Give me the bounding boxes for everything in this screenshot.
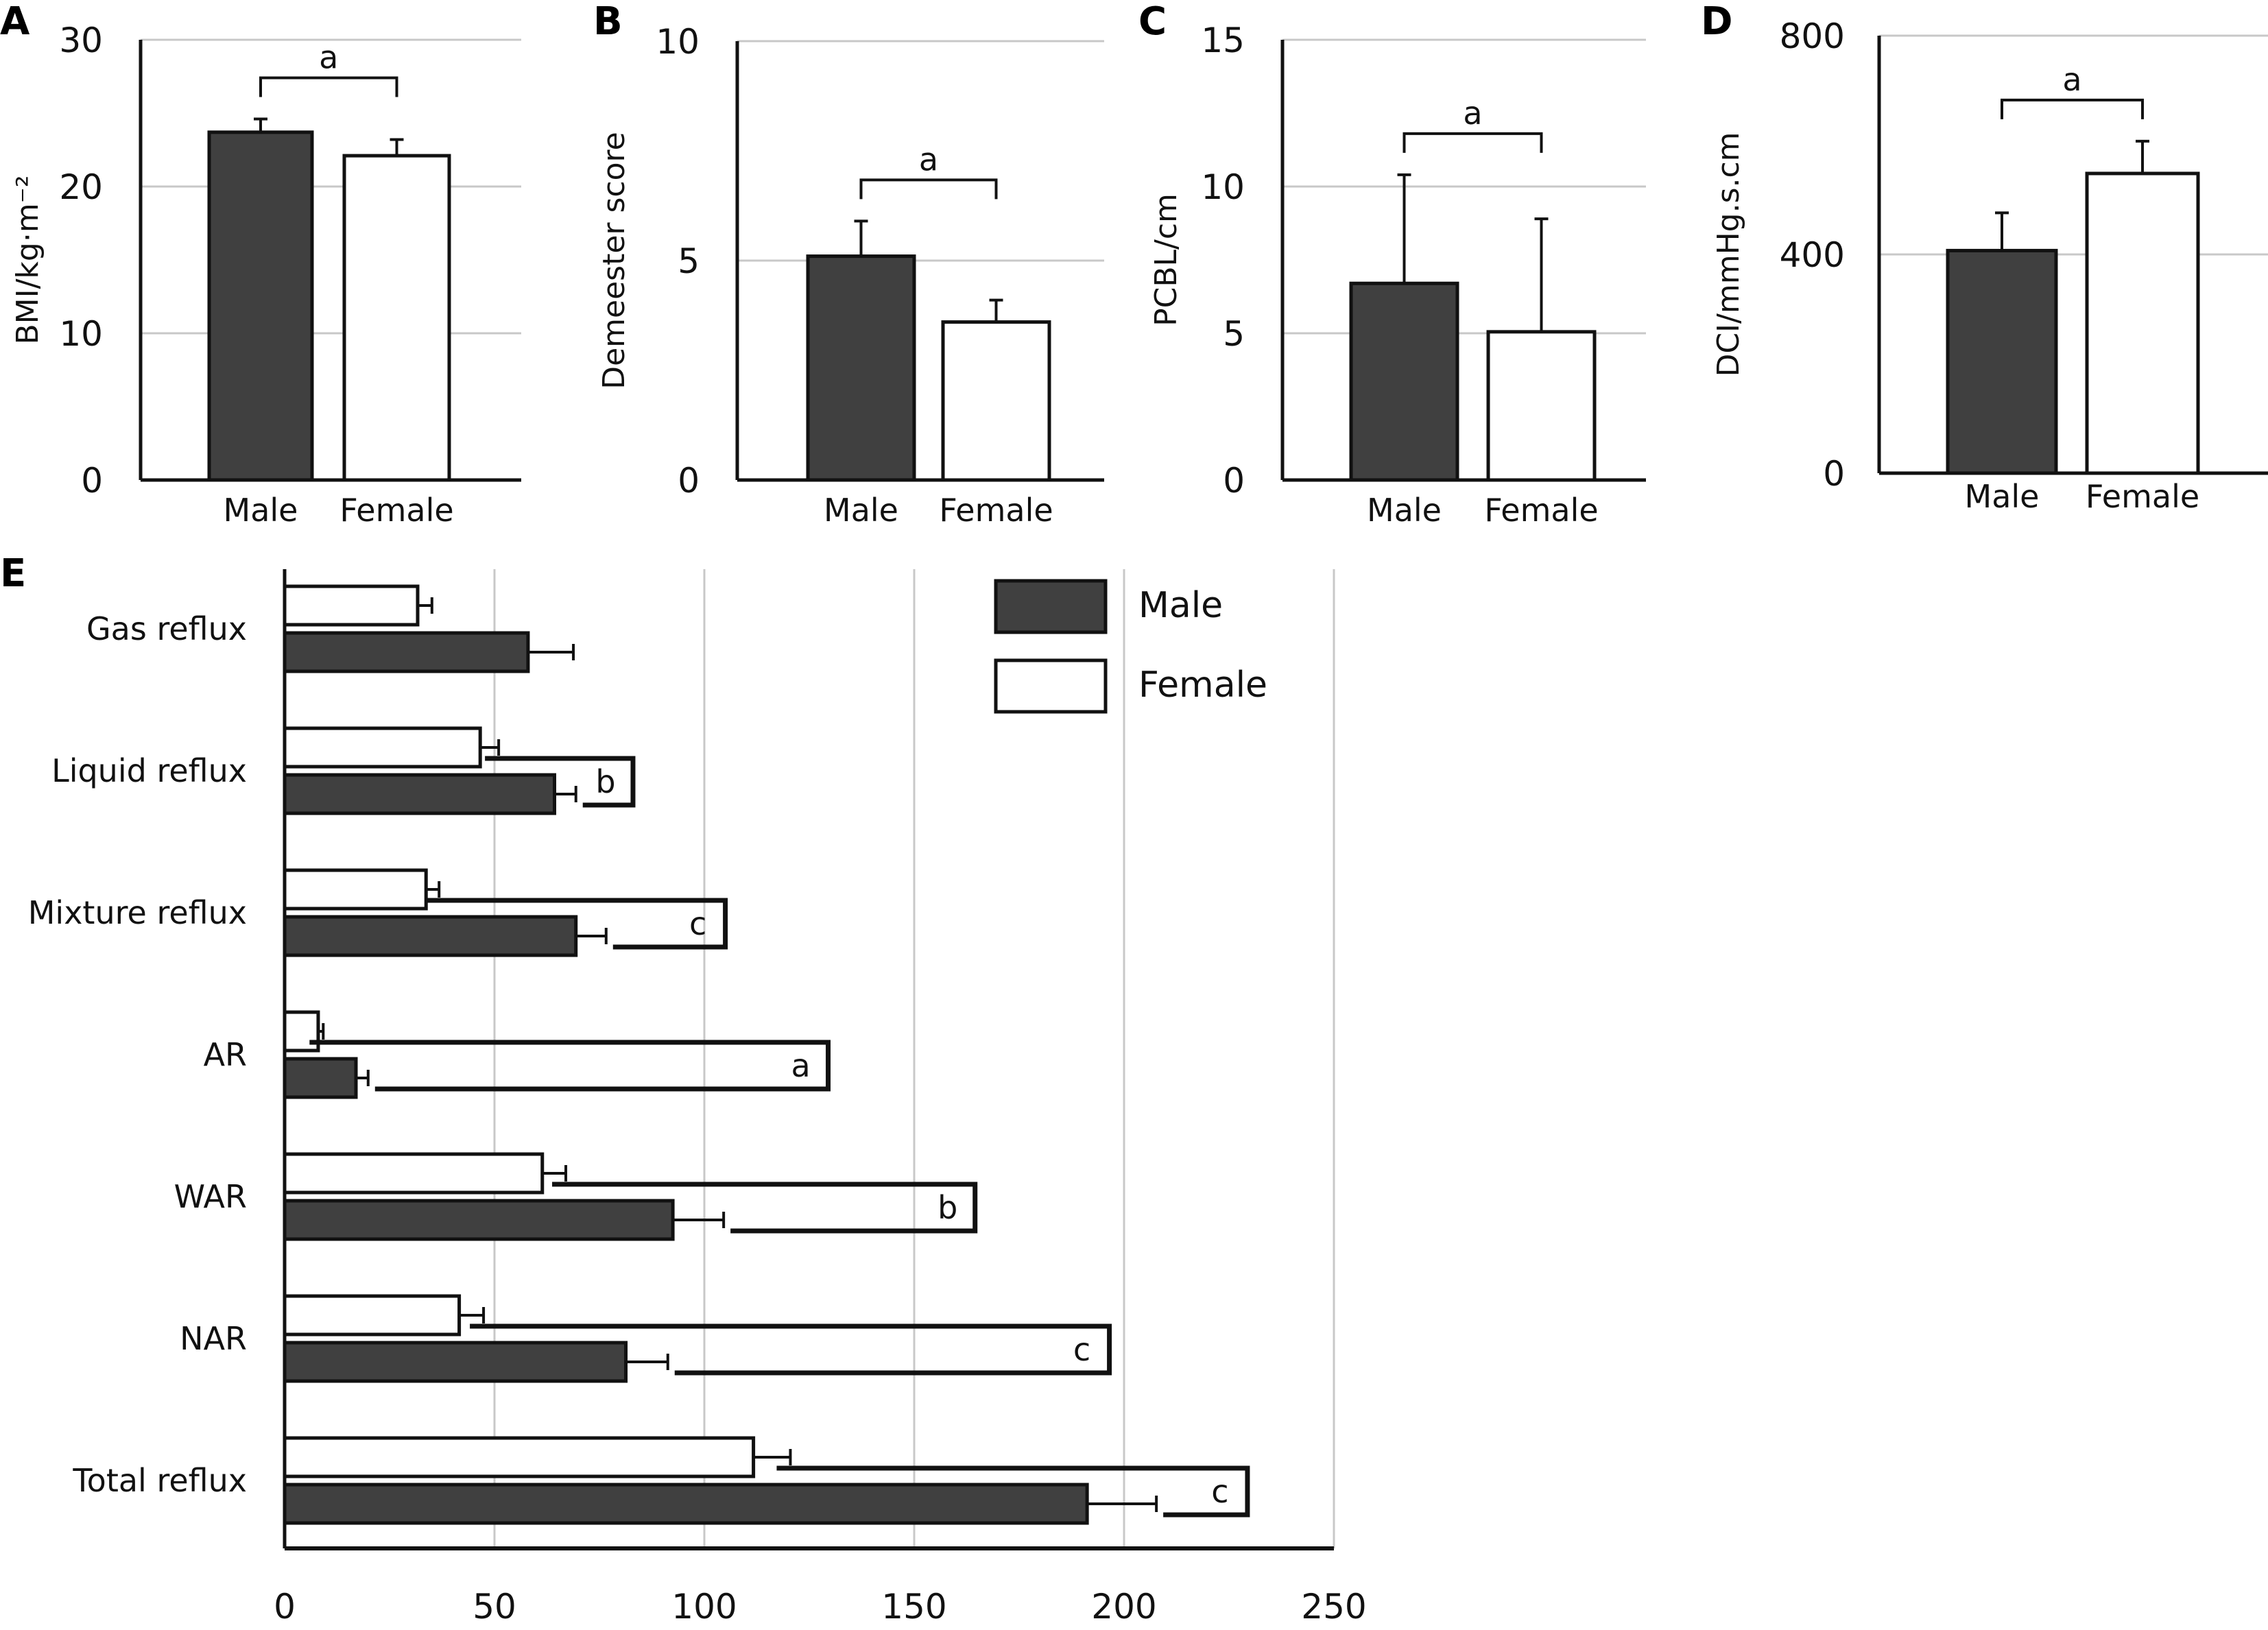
bar-male — [283, 1341, 628, 1383]
bar-male — [283, 773, 557, 815]
panel-b: B 0 5 10 Demeester score Male Female a — [593, 0, 1104, 529]
x-category-label: Male — [1367, 492, 1442, 529]
y-tick-label: 10 — [59, 314, 103, 354]
significance-bracket — [552, 1182, 978, 1234]
significance-bracket — [1402, 132, 1543, 153]
y-tick-label: 0 — [1823, 454, 1845, 494]
significance-label: a — [1463, 95, 1482, 132]
significance-bracket — [776, 1465, 1250, 1518]
significance-label: b — [938, 1189, 957, 1226]
legend-label-male: Male — [1138, 585, 1223, 626]
significance-bracket — [485, 756, 636, 808]
y-tick-label: 0 — [81, 461, 103, 501]
significance-bracket — [259, 76, 398, 97]
legend: Male Female — [994, 579, 1267, 714]
bar-female — [342, 154, 451, 482]
panel-label: E — [0, 551, 26, 596]
bar-male — [283, 1057, 358, 1099]
panel-label: C — [1138, 0, 1167, 44]
y-tick-label: 10 — [1201, 167, 1245, 207]
x-tick-label: 0 — [274, 1587, 296, 1627]
panel-d: D 0 400 800 DCI/mmHg.s.cm Male Female a — [1701, 0, 2268, 515]
significance-label: c — [1211, 1473, 1228, 1510]
x-category-label: Male — [1965, 478, 2040, 515]
x-category-label: Female — [939, 492, 1053, 529]
y-tick-label: 15 — [1201, 21, 1245, 60]
bar-female — [283, 868, 428, 911]
bar-male — [283, 1483, 1089, 1525]
bar-male — [283, 1199, 675, 1241]
bar-male — [207, 130, 314, 482]
y-axis-label: BMI/kg·m⁻² — [10, 175, 45, 344]
x-category-label: Female — [339, 492, 453, 529]
y-category-label: AR — [204, 1036, 247, 1073]
x-category-label: Female — [1484, 492, 1598, 529]
y-axis-label: PCBL/cm — [1149, 193, 1184, 326]
x-tick-label: 150 — [881, 1587, 946, 1627]
x-tick-label: 100 — [671, 1587, 737, 1627]
bar-male — [1349, 281, 1459, 482]
x-tick-label: 200 — [1091, 1587, 1156, 1627]
significance-label: a — [2062, 61, 2081, 98]
y-category-label: Mixture reflux — [28, 894, 247, 931]
significance-label: b — [595, 763, 615, 800]
y-category-label: WAR — [174, 1178, 247, 1215]
y-axis-label: Demeester score — [597, 132, 632, 389]
bar-female — [283, 1294, 462, 1337]
x-tick-label: 250 — [1301, 1587, 1366, 1627]
panel-a: A 0 10 20 30 BMI/kg·m⁻² Male Female a — [0, 0, 521, 529]
panel-label: D — [1701, 0, 1732, 44]
y-tick-label: 10 — [656, 22, 700, 62]
bar-female — [283, 1436, 756, 1478]
x-category-label: Female — [2086, 478, 2199, 515]
significance-label: a — [791, 1047, 810, 1084]
significance-label: c — [689, 905, 706, 942]
panel-label: A — [0, 0, 30, 44]
x-category-label: Male — [824, 492, 898, 529]
bar-female — [2085, 171, 2200, 475]
y-category-label: Liquid reflux — [51, 752, 247, 789]
y-tick-label: 5 — [678, 241, 700, 281]
panel-e: E 0 50 100 150 200 250 Gas reflux Liquid reflux b… — [0, 551, 1367, 1627]
bar-male — [1946, 248, 2058, 475]
bar-female — [283, 1010, 320, 1053]
y-category-label: NAR — [180, 1320, 247, 1357]
bar-male — [283, 631, 530, 673]
y-tick-label: 20 — [59, 167, 103, 207]
x-category-label: Male — [224, 492, 298, 529]
y-category-label: Total reflux — [72, 1462, 247, 1499]
bar-female — [283, 584, 420, 627]
significance-label: a — [319, 39, 338, 76]
significance-label: a — [919, 141, 938, 178]
significance-bracket — [2001, 98, 2144, 119]
significance-bracket — [859, 178, 998, 200]
bar-female — [283, 726, 482, 769]
panel-c: C 0 5 10 15 PCBL/cm Male Female a — [1138, 0, 1646, 529]
significance-bracket — [309, 1040, 831, 1092]
y-tick-label: 5 — [1223, 314, 1245, 354]
y-tick-label: 0 — [678, 461, 700, 501]
panel-label: B — [593, 0, 623, 44]
y-tick-label: 0 — [1223, 461, 1245, 501]
bar-male — [806, 254, 916, 482]
significance-label: c — [1073, 1331, 1090, 1368]
y-category-label: Gas reflux — [86, 610, 247, 647]
y-axis-label: DCI/mmHg.s.cm — [1711, 132, 1746, 376]
y-tick-label: 800 — [1780, 16, 1845, 56]
significance-bracket — [470, 1323, 1112, 1376]
legend-swatch-male — [994, 579, 1108, 634]
significance-bracket — [425, 898, 728, 950]
legend-label-female: Female — [1138, 664, 1267, 706]
bar-female — [941, 320, 1051, 482]
y-tick-label: 400 — [1780, 235, 1845, 275]
legend-swatch-female — [994, 658, 1108, 714]
bar-female — [283, 1152, 545, 1195]
bar-female — [1486, 330, 1597, 482]
x-tick-label: 50 — [473, 1587, 516, 1627]
bar-male — [283, 915, 578, 957]
y-tick-label: 30 — [59, 21, 103, 60]
